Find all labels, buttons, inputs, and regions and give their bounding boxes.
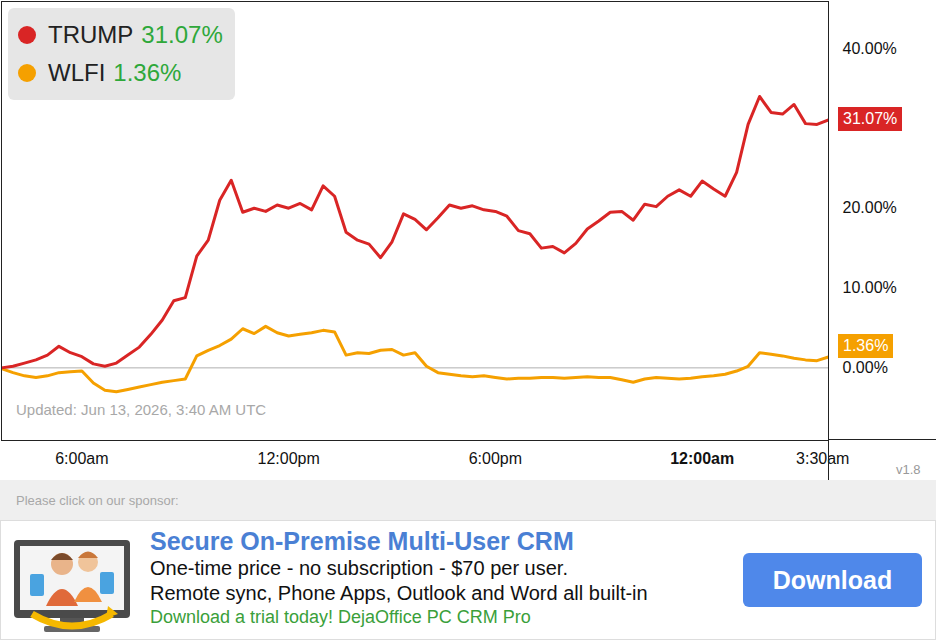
html-text:Download a trial today! DejaOf: Download a trial today! DejaOffice PC CR…: [150, 607, 531, 627]
html-text:31.07%: 31.07%: [843, 110, 898, 128]
html-text:v1.8: v1.8: [896, 462, 921, 477]
svg-text:10.00%: 10.00%: [843, 279, 897, 296]
svg-text:0.00%: 0.00%: [843, 359, 888, 376]
html-text:Updated: Jun 13, 2026, 3:40 AM: Updated: Jun 13, 2026, 3:40 AM UTC: [16, 401, 267, 418]
html-text:TRUMP 31.07%: TRUMP 31.07%: [48, 21, 223, 48]
svg-text:12:00am: 12:00am: [670, 450, 734, 467]
svg-text:20.00%: 20.00%: [843, 199, 897, 216]
html-text:Please click on our sponsor:: Please click on our sponsor:: [16, 493, 179, 508]
html-text:WLFI 1.36%: WLFI 1.36%: [48, 59, 182, 86]
html-text:Download: Download: [772, 566, 893, 594]
html-text:One-time price - no subscripti: One-time price - no subscription - $70 p…: [150, 557, 568, 579]
svg-text:40.00%: 40.00%: [843, 40, 897, 57]
svg-text:6:00pm: 6:00pm: [469, 450, 522, 467]
svg-text:6:00am: 6:00am: [55, 450, 108, 467]
html-text:Remote sync, Phone Apps, Outlo: Remote sync, Phone Apps, Outlook and Wor…: [150, 582, 648, 604]
html-text:Secure On-Premise Multi-User C: Secure On-Premise Multi-User CRM: [150, 527, 574, 555]
svg-text:3:30am: 3:30am: [796, 450, 849, 467]
html-text:1.36%: 1.36%: [843, 337, 889, 355]
svg-text:12:00pm: 12:00pm: [258, 450, 320, 467]
